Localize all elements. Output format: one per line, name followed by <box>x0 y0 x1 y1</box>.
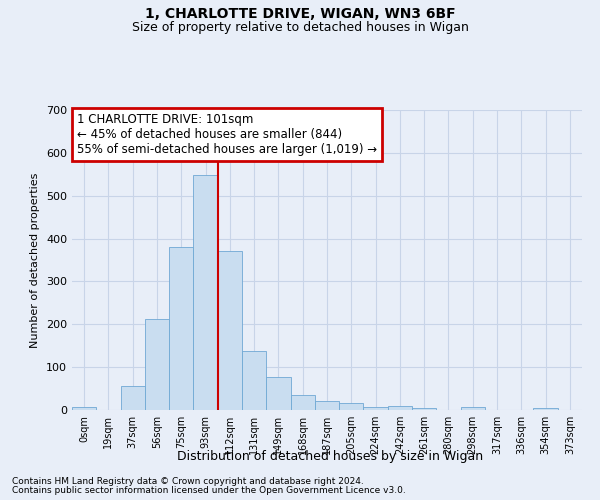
Text: 1, CHARLOTTE DRIVE, WIGAN, WN3 6BF: 1, CHARLOTTE DRIVE, WIGAN, WN3 6BF <box>145 8 455 22</box>
Text: Distribution of detached houses by size in Wigan: Distribution of detached houses by size … <box>177 450 483 463</box>
Bar <box>169 247 193 410</box>
Bar <box>339 402 364 410</box>
Bar <box>290 394 315 410</box>
Bar <box>315 400 339 410</box>
Bar <box>72 407 96 410</box>
Bar <box>533 408 558 410</box>
Bar <box>193 175 218 410</box>
Text: Size of property relative to detached houses in Wigan: Size of property relative to detached ho… <box>131 21 469 34</box>
Text: Contains public sector information licensed under the Open Government Licence v3: Contains public sector information licen… <box>12 486 406 495</box>
Bar <box>266 377 290 410</box>
Bar <box>388 406 412 410</box>
Bar <box>218 252 242 410</box>
Bar <box>242 351 266 410</box>
Bar <box>412 408 436 410</box>
Bar <box>364 406 388 410</box>
Bar <box>145 318 169 410</box>
Bar <box>121 386 145 410</box>
Text: 1 CHARLOTTE DRIVE: 101sqm
← 45% of detached houses are smaller (844)
55% of semi: 1 CHARLOTTE DRIVE: 101sqm ← 45% of detac… <box>77 113 377 156</box>
Y-axis label: Number of detached properties: Number of detached properties <box>31 172 40 348</box>
Bar <box>461 406 485 410</box>
Text: Contains HM Land Registry data © Crown copyright and database right 2024.: Contains HM Land Registry data © Crown c… <box>12 477 364 486</box>
